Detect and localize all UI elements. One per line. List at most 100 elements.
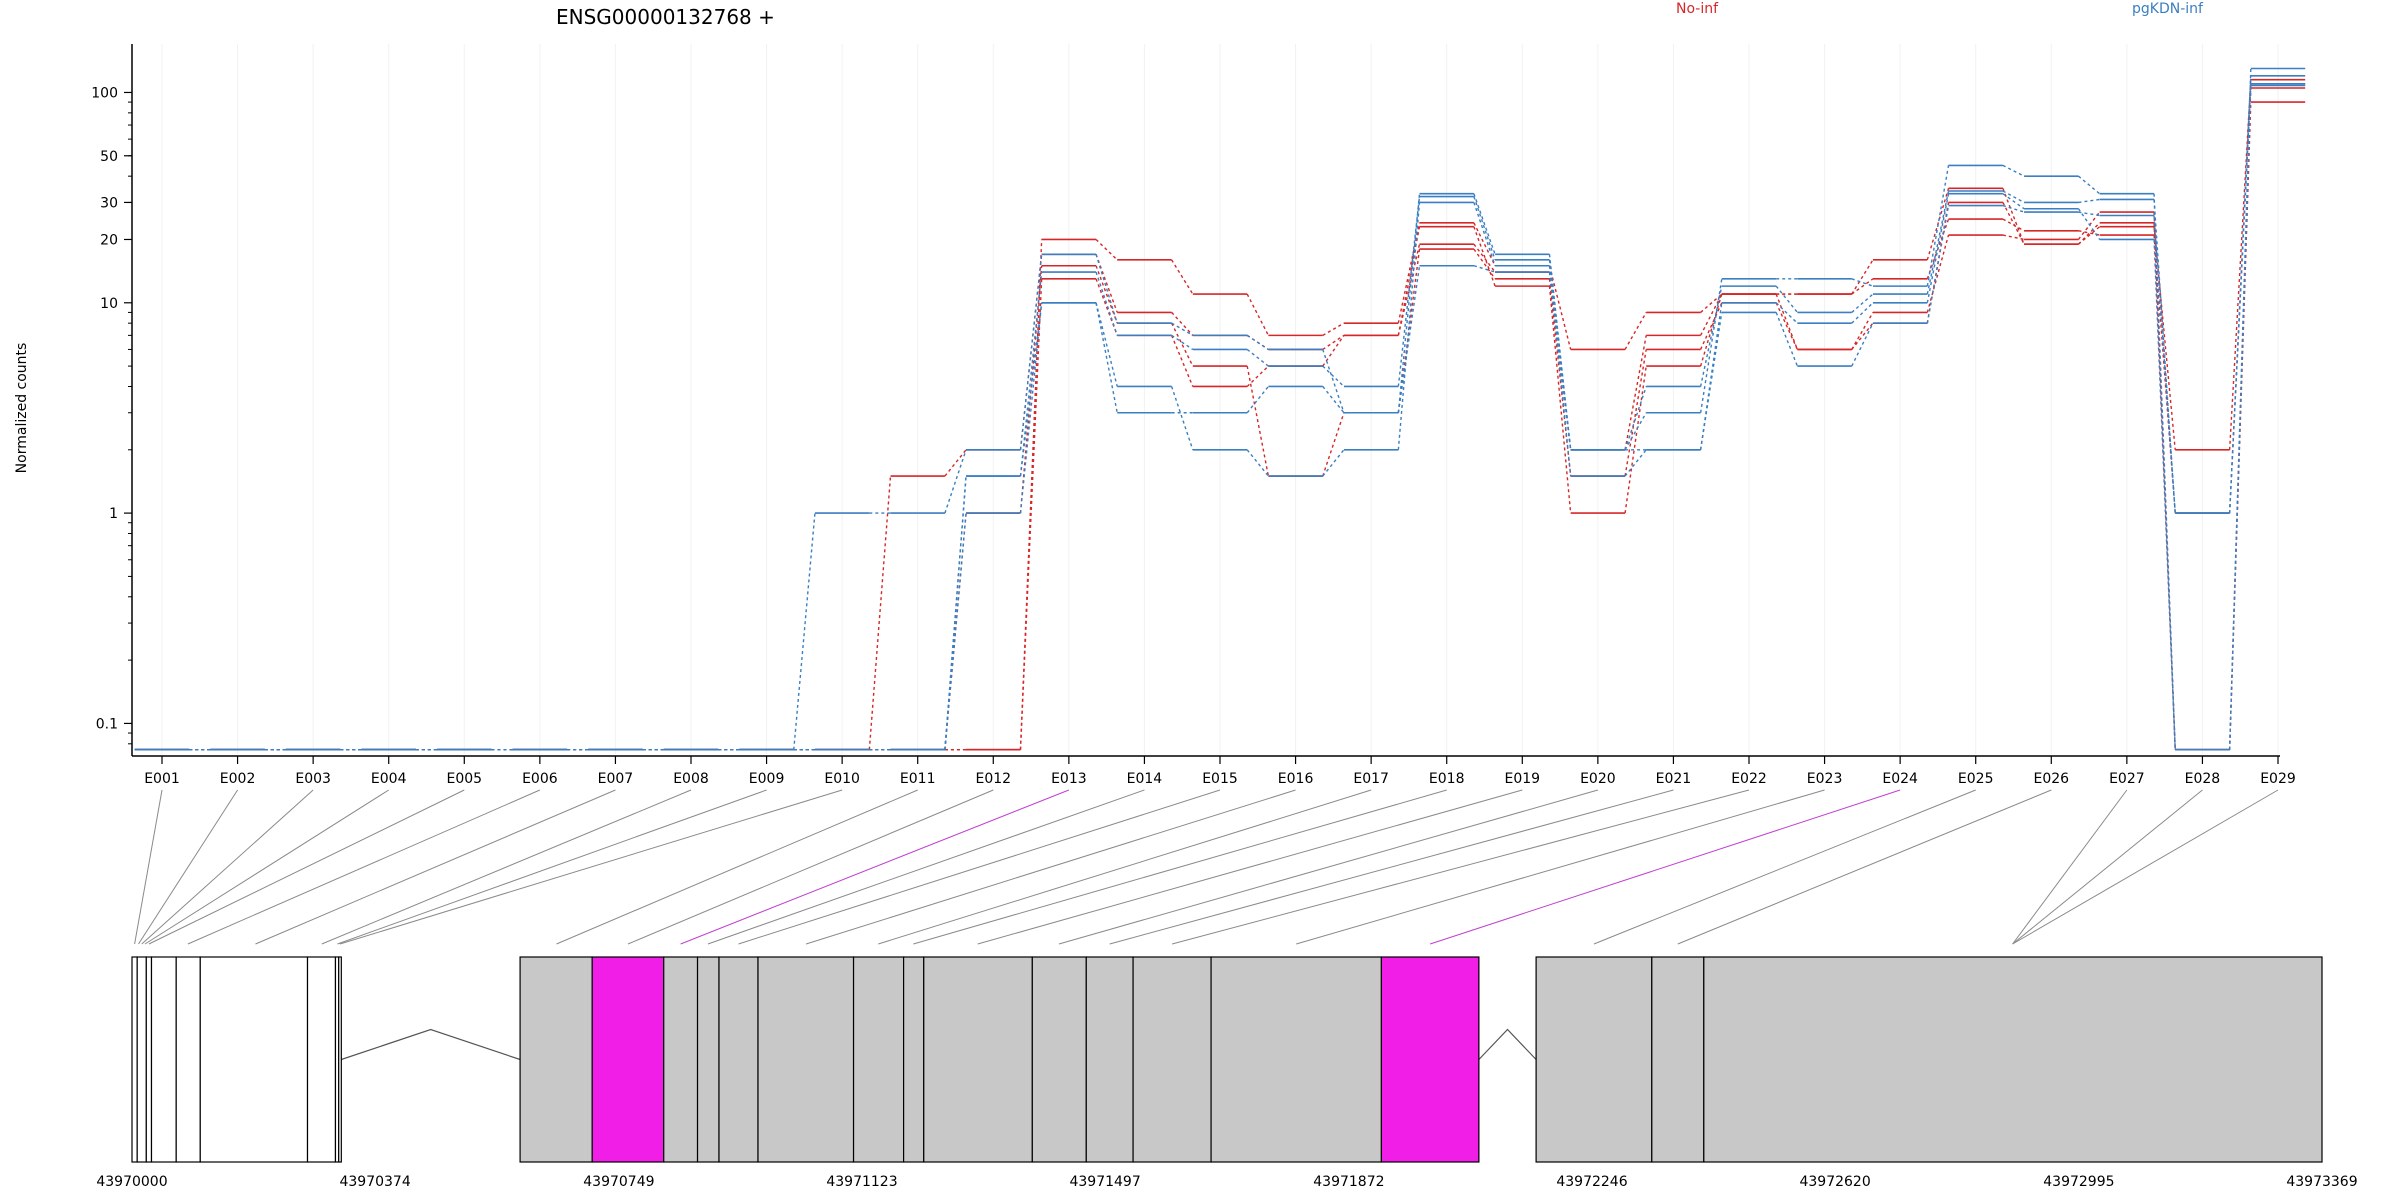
series-connector [1171, 322, 1194, 336]
y-tick-label: 20 [100, 232, 118, 248]
exon-box [757, 956, 855, 1163]
series-connector [2002, 164, 2025, 177]
bin-connector [2012, 789, 2128, 945]
legend-pgkdn-inf: pgKDN-inf [2132, 1, 2204, 17]
genomic-coordinate-label: 43971497 [1069, 1174, 1140, 1190]
bin-connector [1677, 789, 2052, 945]
bin-connector [738, 789, 1221, 945]
series-connector [1019, 271, 1043, 477]
series-connector [1246, 348, 1269, 367]
series-connector [1171, 259, 1194, 295]
series-connector [868, 476, 892, 750]
series-connector [1473, 193, 1496, 255]
genomic-coordinate-label: 43970749 [583, 1174, 654, 1190]
series-connector [1624, 365, 1647, 514]
genomic-coordinate-label: 43972246 [1556, 1174, 1627, 1190]
exon-box [903, 956, 925, 1163]
series-connector [1397, 244, 1421, 336]
bin-connector [339, 789, 843, 945]
bin-connector [878, 789, 1372, 945]
genomic-coordinate-label: 43970000 [96, 1174, 167, 1190]
y-tick-label: 10 [100, 296, 118, 312]
series-connector [1700, 293, 1723, 336]
intron-line [1478, 1028, 1537, 1060]
series-connector [944, 476, 967, 750]
x-tick-label: E013 [1051, 771, 1087, 787]
x-tick-label: E003 [295, 771, 331, 787]
series-connector [1095, 238, 1118, 261]
x-tick-label: E024 [1882, 771, 1918, 787]
exon-box [1210, 956, 1382, 1163]
series-connector [1624, 312, 1647, 350]
x-tick-label: E026 [2033, 771, 2069, 787]
bin-connector [556, 789, 918, 945]
exon-box [696, 956, 720, 1163]
series-connector [1322, 334, 1345, 351]
genomic-coordinate-label: 43973369 [2286, 1174, 2357, 1190]
series-connector [1246, 386, 1269, 414]
exon-box [1703, 956, 2323, 1163]
bin-connector [2012, 789, 2203, 945]
bin-connector [337, 789, 767, 945]
series-connector [1699, 302, 1723, 350]
series-connector [2002, 218, 2025, 232]
series-connector [1397, 265, 1421, 413]
x-tick-label: E005 [446, 771, 482, 787]
series-connector [1548, 265, 1572, 350]
genomic-coordinate-label: 43970374 [339, 1174, 410, 1190]
exon-box [136, 956, 147, 1163]
exon-box [1085, 956, 1134, 1163]
series-connector [2002, 193, 2025, 210]
exon-box [175, 956, 201, 1163]
series-connector [1548, 259, 1572, 450]
series-connector [1397, 226, 1421, 336]
x-tick-label: E022 [1731, 771, 1767, 787]
exon-box [150, 956, 177, 1163]
bin-connector [321, 789, 692, 945]
chart-title: ENSG00000132768 + [556, 5, 775, 29]
series-connector [1019, 302, 1043, 514]
series-connector [1775, 293, 1799, 350]
series-connector [1775, 312, 1799, 367]
series-connector [1775, 302, 1798, 324]
y-tick-label: 30 [100, 195, 118, 211]
exon-box [519, 956, 593, 1163]
bin-connector [1429, 789, 1901, 945]
exon-box [199, 956, 309, 1163]
bin-connector [144, 789, 389, 945]
series-connector [2153, 199, 2176, 514]
series-connector [1322, 412, 1345, 477]
series-connector [1246, 365, 1269, 387]
bin-connectors [134, 789, 2279, 945]
series-connector [1473, 265, 1496, 273]
x-tick-label: E010 [824, 771, 860, 787]
bin-connector [805, 789, 1296, 945]
legend-no-inf: No-inf [1676, 1, 1719, 17]
series-connector [1700, 293, 1723, 313]
series-connector [1473, 248, 1496, 280]
series-connector [1171, 334, 1194, 351]
series-connector [944, 449, 967, 477]
x-tick-label: E009 [749, 771, 785, 787]
series-connector [1926, 234, 1950, 313]
x-tick-label: E027 [2109, 771, 2145, 787]
series-connector [1548, 265, 1572, 477]
x-tick-label: E002 [220, 771, 256, 787]
axes: 0.1 1 10 20 30 50 100 E001 E002 E003 E004 E005 E006 E… [91, 44, 2296, 787]
exon-box [1380, 956, 1480, 1163]
bin-connector [134, 789, 163, 945]
series-connector [1851, 322, 1874, 350]
series-connector [1397, 202, 1421, 450]
series-connector [1322, 349, 1345, 413]
bin-connector [1058, 789, 1598, 945]
series-connector [2002, 202, 2025, 245]
series-connector [1019, 302, 1043, 477]
series-connector [944, 513, 967, 750]
series-connector [1397, 193, 1421, 413]
series-connector [1851, 259, 1874, 295]
series-connector [1699, 312, 1723, 450]
series-connector [2078, 175, 2101, 195]
x-tick-label: E012 [975, 771, 1011, 787]
bin-connector [977, 789, 1523, 945]
